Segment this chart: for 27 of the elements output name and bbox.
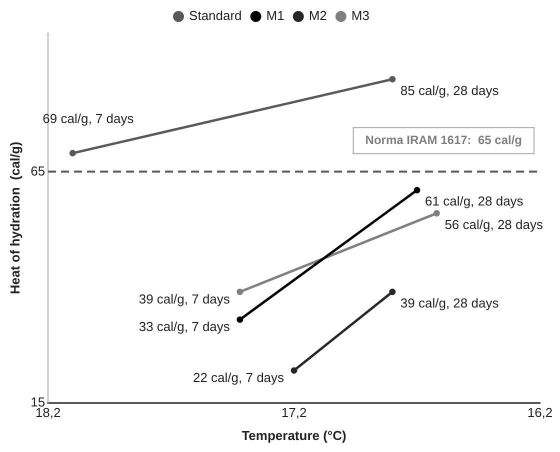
legend-label: M1 <box>266 8 284 24</box>
y-tick-label: 65 <box>30 163 46 178</box>
x-tick-label: 16,2 <box>527 405 553 420</box>
data-label: 85 cal/g, 28 days <box>400 82 500 98</box>
y-axis-title: Heat of hydration (cal/g) <box>7 142 22 294</box>
data-label: 61 cal/g, 28 days <box>425 194 524 209</box>
point <box>236 288 244 296</box>
data-label: 69 cal/g, 7 days <box>42 110 134 126</box>
legend-label: M2 <box>308 8 327 24</box>
point <box>433 210 440 217</box>
data-label: 33 cal/g, 7 days <box>138 319 230 334</box>
legend-label: M3 <box>351 8 370 24</box>
point <box>389 288 396 296</box>
data-label: 56 cal/g, 28 days <box>444 216 544 232</box>
point <box>236 316 244 323</box>
x-axis-title: Temperature (°C) <box>242 428 346 443</box>
ref-line-label: Norma IRAM 1617: 65 cal/g <box>365 132 522 147</box>
y-tick-label: 15 <box>30 394 46 410</box>
legend-label: Standard <box>189 8 242 24</box>
data-label: 39 cal/g, 7 days <box>138 291 230 306</box>
point <box>389 76 396 82</box>
data-label: 22 cal/g, 7 days <box>192 370 285 386</box>
point <box>414 186 420 194</box>
point <box>290 367 298 374</box>
x-tick-label: 17,2 <box>281 405 307 420</box>
point <box>69 150 76 156</box>
data-label: 39 cal/g, 28 days <box>400 295 500 310</box>
